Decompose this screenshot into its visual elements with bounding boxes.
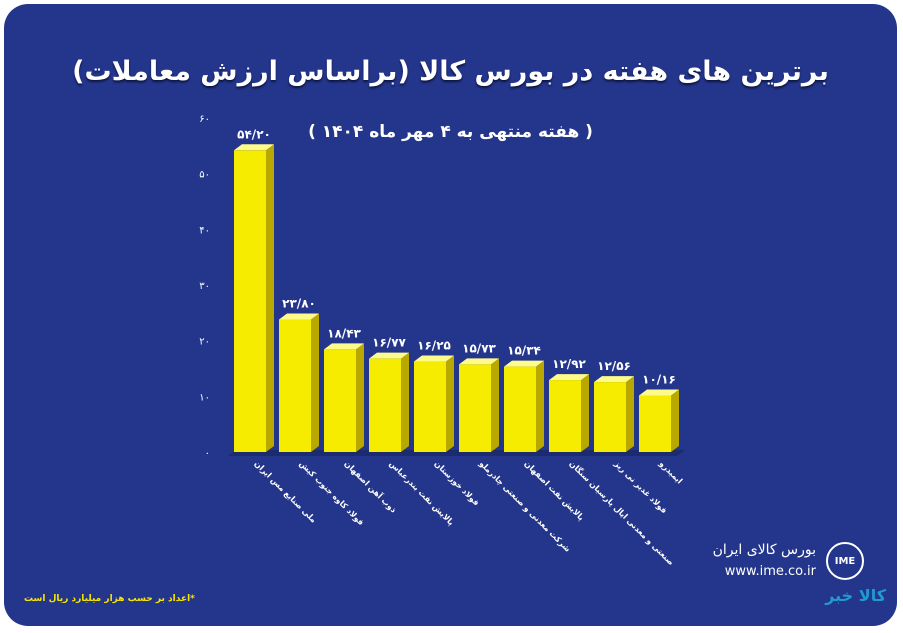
bar — [459, 364, 491, 452]
brand-block: بورس کالای ایران www.ime.co.ir IME — [698, 534, 868, 584]
chart-title: برترین های هفته در بورس کالا (براساس ارز… — [72, 56, 829, 87]
bar-top — [594, 376, 634, 383]
bar-side — [446, 355, 454, 452]
bar-side — [311, 313, 319, 452]
chart-panel: برترین های هفته در بورس کالا (براساس ارز… — [4, 4, 897, 626]
ime-logo-icon: IME — [826, 542, 864, 580]
bar-side — [401, 352, 409, 452]
bar-top — [369, 352, 409, 359]
data-label: ۵۴/۲۰ — [237, 127, 271, 141]
y-tick-label: ۵۰ — [199, 170, 210, 181]
bar — [594, 382, 626, 452]
bar-top — [414, 355, 454, 362]
bar — [369, 358, 401, 452]
bar-top — [234, 144, 274, 151]
bar-side — [626, 376, 634, 452]
data-label: ۲۳/۸۰ — [282, 297, 316, 311]
bar-top — [279, 313, 319, 320]
kala-khabar-logo-icon: کالا خبر — [820, 580, 890, 620]
y-tick-label: ۳۰ — [199, 281, 210, 292]
data-label: ۱۵/۳۴ — [507, 344, 541, 358]
footnote: *اعداد بر حسب هزار میلیارد ریال است — [24, 594, 195, 604]
y-tick-label: ۴۰ — [199, 225, 210, 236]
bar-side — [581, 374, 589, 452]
bar-top — [324, 343, 364, 350]
bar — [279, 319, 311, 452]
y-tick-label: ۱۰ — [199, 392, 210, 403]
category-label: ایمیدرو — [657, 458, 684, 485]
bar — [639, 395, 671, 452]
bar-top — [549, 374, 589, 381]
bar-side — [266, 144, 274, 452]
y-tick-label: ۶۰ — [199, 114, 210, 125]
bar — [414, 361, 446, 452]
bar-side — [536, 360, 544, 452]
brand-url[interactable]: www.ime.co.ir — [724, 564, 816, 579]
category-label: شرکت معدنی و صنعتی چادرملو — [477, 458, 572, 553]
data-label: ۱۵/۷۳ — [462, 341, 496, 355]
bar-top — [504, 360, 544, 367]
data-label: ۱۰/۱۶ — [642, 372, 676, 386]
bar — [549, 380, 581, 452]
bar-top — [459, 358, 499, 365]
data-label: ۱۲/۵۶ — [597, 359, 631, 373]
bar-side — [491, 358, 499, 452]
bar — [324, 349, 356, 452]
data-label: ۱۶/۷۷ — [372, 336, 406, 350]
brand-name: بورس کالای ایران — [712, 542, 816, 558]
data-label: ۱۸/۴۳ — [327, 326, 361, 340]
data-label: ۱۲/۹۲ — [552, 357, 586, 371]
watermark-text: کالا خبر — [825, 586, 886, 605]
chart-subtitle: ( هفته منتهی به ۴ مهر ماه ۱۴۰۴ ) — [308, 122, 593, 142]
y-tick-label: ۰ — [205, 448, 210, 459]
category-label: فولاد خوزستان — [433, 459, 481, 507]
y-tick-label: ۲۰ — [199, 337, 210, 348]
data-label: ۱۶/۲۵ — [417, 339, 451, 353]
bar — [504, 366, 536, 452]
bar-side — [356, 343, 364, 452]
bar-side — [671, 389, 679, 452]
bar-top — [639, 389, 679, 396]
bar — [234, 150, 266, 452]
